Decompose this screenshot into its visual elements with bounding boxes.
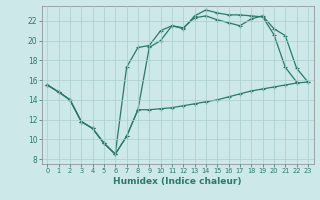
X-axis label: Humidex (Indice chaleur): Humidex (Indice chaleur) — [113, 177, 242, 186]
